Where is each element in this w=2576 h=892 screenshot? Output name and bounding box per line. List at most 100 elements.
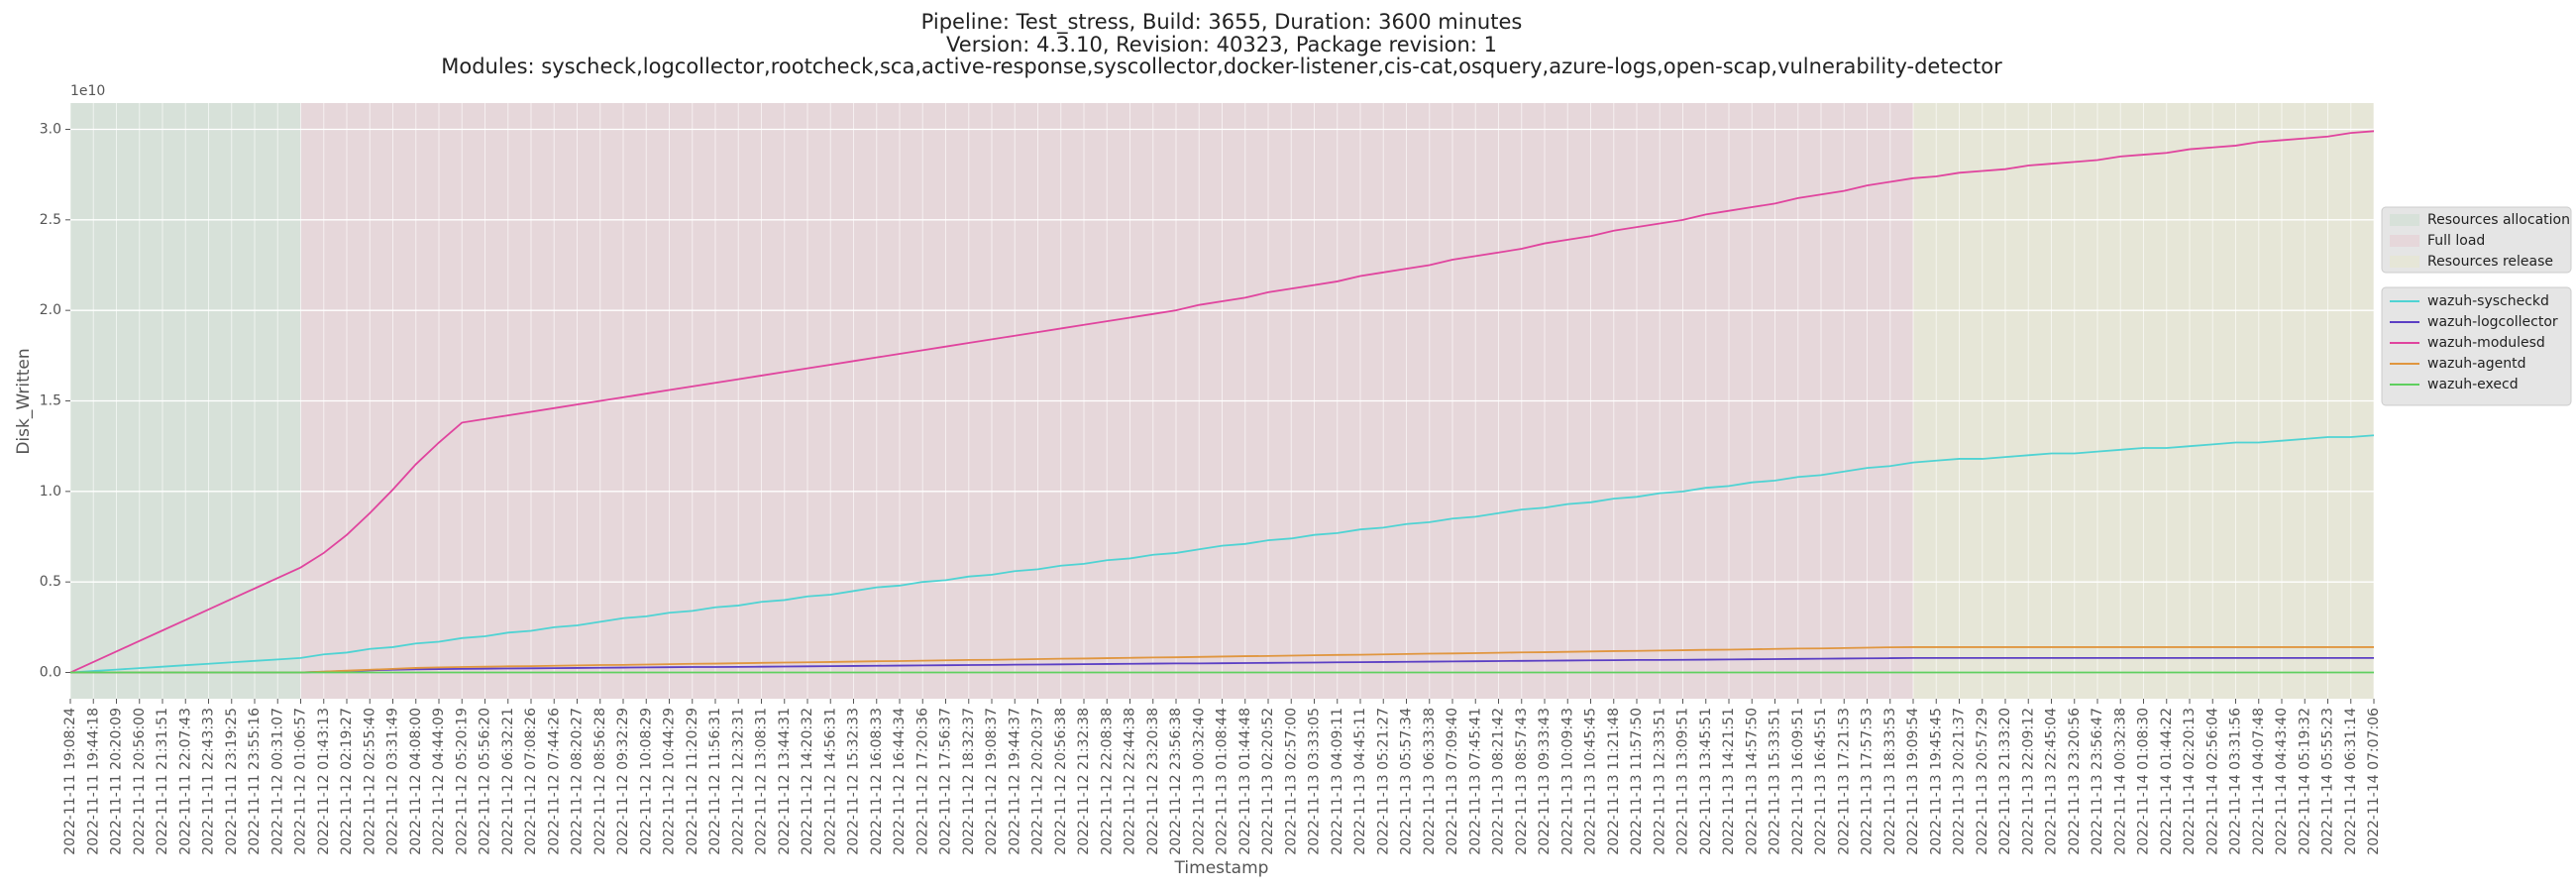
x-tick-label: 2022-11-14 05:55:23: [2320, 708, 2336, 855]
x-tick-label: 2022-11-14 03:31:56: [2228, 708, 2244, 855]
x-axis-label: Timestamp: [1174, 858, 1269, 878]
x-tick-label: 2022-11-13 19:45:45: [1928, 708, 1944, 855]
x-tick-label: 2022-11-12 04:08:00: [408, 708, 424, 855]
legend-label: wazuh-modulesd: [2427, 335, 2545, 351]
x-tick-label: 2022-11-13 11:57:50: [1629, 708, 1645, 855]
x-tick-label: 2022-11-13 04:09:11: [1330, 708, 1345, 855]
y-tick-label: 0.5: [40, 574, 61, 590]
x-tick-label: 2022-11-11 21:31:51: [155, 708, 170, 855]
x-tick-label: 2022-11-12 12:32:31: [730, 708, 746, 855]
x-tick-label: 2022-11-13 19:09:54: [1905, 708, 1921, 855]
x-tick-label: 2022-11-11 22:43:33: [201, 708, 217, 855]
x-tick-label: 2022-11-12 10:44:29: [662, 708, 678, 855]
legend-label: Resources allocation: [2427, 212, 2570, 228]
x-tick-label: 2022-11-13 21:33:20: [1997, 708, 2013, 855]
x-tick-label: 2022-11-13 13:45:51: [1698, 708, 1714, 855]
x-tick-label: 2022-11-13 16:45:51: [1813, 708, 1829, 855]
x-tick-label: 2022-11-14 06:31:14: [2343, 708, 2359, 855]
x-tick-label: 2022-11-12 19:08:37: [984, 708, 1000, 855]
x-tick-label: 2022-11-12 06:32:21: [500, 708, 516, 855]
x-tick-label: 2022-11-13 02:20:52: [1260, 708, 1276, 855]
x-tick-label: 2022-11-12 04:44:09: [431, 708, 447, 855]
x-tick-label: 2022-11-12 10:08:29: [638, 708, 654, 855]
legend-box: [2381, 286, 2572, 406]
x-tick-label: 2022-11-14 02:56:04: [2204, 708, 2220, 855]
x-tick-label: 2022-11-11 22:07:43: [177, 708, 193, 855]
legend-label: Full load: [2427, 233, 2485, 249]
x-tick-label: 2022-11-13 17:21:53: [1836, 708, 1852, 855]
x-tick-label: 2022-11-12 02:19:27: [339, 708, 355, 855]
x-tick-label: 2022-11-13 07:09:40: [1445, 708, 1460, 855]
x-tick-label: 2022-11-13 05:21:27: [1375, 708, 1391, 855]
legend-label: wazuh-execd: [2427, 377, 2519, 392]
legend-label: wazuh-logcollector: [2427, 314, 2558, 330]
chart-title: Modules: syscheck,logcollector,rootcheck…: [441, 55, 2002, 78]
x-tick-label: 2022-11-12 03:31:49: [385, 708, 401, 855]
x-tick-label: 2022-11-13 11:21:48: [1606, 708, 1622, 855]
x-tick-label: 2022-11-12 07:44:26: [546, 708, 562, 855]
x-tick-label: 2022-11-12 21:32:38: [1076, 708, 1092, 855]
x-tick-label: 2022-11-13 10:45:45: [1583, 708, 1599, 855]
line: [69, 130, 2375, 674]
x-tick-label: 2022-11-14 04:07:48: [2251, 708, 2267, 855]
x-tick-label: 2022-11-12 23:56:38: [1168, 708, 1184, 855]
chart-title: Version: 4.3.10, Revision: 40323, Packag…: [946, 33, 1497, 56]
legend-swatch: [2390, 214, 2419, 226]
legend-label: Resources release: [2427, 254, 2553, 270]
x-tick-label: 2022-11-12 15:32:33: [846, 708, 862, 855]
x-tick-label: 2022-11-12 17:56:37: [938, 708, 954, 855]
x-tick-label: 2022-11-12 05:56:20: [478, 708, 493, 855]
x-tick-label: 2022-11-12 23:20:38: [1145, 708, 1161, 855]
x-tick-label: 2022-11-13 17:57:53: [1860, 708, 1876, 855]
legend-label: wazuh-agentd: [2427, 356, 2526, 372]
x-tick-label: 2022-11-11 23:55:16: [247, 708, 263, 855]
line: [70, 646, 2374, 674]
x-tick-label: 2022-11-12 13:44:31: [777, 708, 793, 855]
y-axis-label: Disk_Written: [14, 348, 34, 454]
x-tick-label: 2022-11-13 22:45:04: [2044, 708, 2060, 855]
x-tick-label: 2022-11-13 15:33:51: [1768, 708, 1783, 855]
x-tick-label: 2022-11-12 19:44:37: [1007, 708, 1022, 855]
x-tick-label: 2022-11-13 08:21:42: [1491, 708, 1507, 855]
x-tick-label: 2022-11-13 06:33:38: [1422, 708, 1438, 855]
x-tick-label: 2022-11-13 01:44:48: [1237, 708, 1253, 855]
x-tick-label: 2022-11-11 19:08:24: [62, 708, 78, 855]
x-tick-label: 2022-11-12 16:44:34: [892, 708, 908, 855]
x-tick-label: 2022-11-13 23:56:47: [2090, 708, 2105, 855]
x-tick-label: 2022-11-12 09:32:29: [615, 708, 631, 855]
x-tick-label: 2022-11-12 18:32:37: [961, 708, 977, 855]
x-tick-label: 2022-11-12 02:55:40: [362, 708, 377, 855]
x-tick-label: 2022-11-13 01:08:44: [1215, 708, 1231, 855]
x-tick-label: 2022-11-14 01:08:30: [2136, 708, 2152, 855]
x-tick-label: 2022-11-12 20:20:37: [1030, 708, 1046, 855]
x-tick-label: 2022-11-11 20:56:00: [132, 708, 148, 855]
chart-title: Pipeline: Test_stress, Build: 3655, Dura…: [921, 10, 1523, 35]
x-tick-label: 2022-11-11 20:20:09: [109, 708, 125, 855]
x-tick-label: 2022-11-12 22:08:38: [1099, 708, 1115, 855]
x-tick-label: 2022-11-12 16:08:33: [869, 708, 885, 855]
x-tick-label: 2022-11-12 20:56:38: [1053, 708, 1069, 855]
x-tick-label: 2022-11-12 01:43:13: [316, 708, 332, 855]
x-tick-label: 2022-11-13 22:09:12: [2020, 708, 2036, 855]
x-tick-label: 2022-11-12 11:56:31: [707, 708, 723, 855]
x-tick-label: 2022-11-13 07:45:41: [1467, 708, 1483, 855]
x-tick-label: 2022-11-14 02:20:13: [2182, 708, 2198, 855]
x-tick-label: 2022-11-13 04:45:11: [1352, 708, 1368, 855]
x-tick-label: 2022-11-13 08:57:43: [1514, 708, 1530, 855]
x-tick-label: 2022-11-11 19:44:18: [85, 708, 101, 855]
y-tick-label: 1.5: [40, 393, 61, 409]
y-tick-label: 0.0: [40, 665, 61, 681]
x-tick-label: 2022-11-14 07:07:06: [2366, 708, 2382, 855]
x-tick-label: 2022-11-13 16:09:51: [1790, 708, 1806, 855]
y-offset-label: 1e10: [70, 83, 105, 99]
x-tick-label: 2022-11-12 08:56:28: [592, 708, 608, 855]
x-tick-label: 2022-11-12 14:20:32: [800, 708, 815, 855]
x-tick-label: 2022-11-13 14:21:51: [1721, 708, 1737, 855]
x-tick-label: 2022-11-13 23:20:56: [2067, 708, 2083, 855]
x-tick-label: 2022-11-13 12:33:51: [1652, 708, 1667, 855]
x-tick-label: 2022-11-12 13:08:31: [754, 708, 770, 855]
x-tick-label: 2022-11-13 20:57:29: [1975, 708, 1990, 855]
x-tick-label: 2022-11-12 17:20:36: [914, 708, 930, 855]
